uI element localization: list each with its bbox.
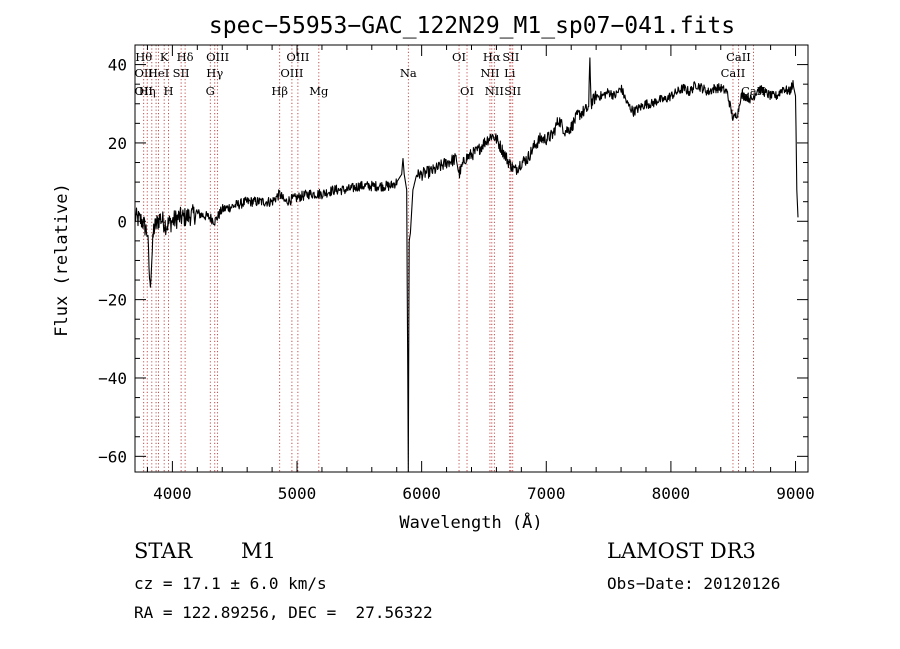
x-tick-label: 7000 [527,484,566,503]
line-marker-label: CaII [726,50,751,64]
line-marker-label: Hδ [177,50,194,64]
line-marker-label: K [160,50,169,64]
x-tick-label: 9000 [776,484,815,503]
object-subclass: M1 [241,539,276,563]
line-marker-label: OII [134,66,153,80]
object-class: STAR [134,539,193,563]
line-marker-label: HeI [148,66,169,80]
observation-date: Obs−Date: 20120126 [607,574,781,593]
y-axis-ticks: −60 −40 −20 0 20 40 [98,44,808,466]
line-marker-label: OIII [280,66,303,80]
line-markers: HθOIIOIIHηHeIKHSIIHδGHγOIIIHβOIIIOIIIMgN… [134,45,766,472]
line-marker-label: SII [502,50,519,64]
x-tick-label: 4000 [153,484,192,503]
x-axis-ticks: 4000 5000 6000 7000 8000 9000 [146,45,815,503]
line-marker-label: Na [400,66,417,80]
line-marker-label: SII [173,66,190,80]
x-tick-label: 5000 [278,484,317,503]
line-marker-label: Hθ [135,50,152,64]
y-tick-label: −60 [98,447,127,466]
plot-frame [134,44,809,473]
redshift-velocity: cz = 17.1 ± 6.0 km/s [134,574,327,593]
y-tick-label: 20 [108,134,127,153]
line-marker-label: NII [480,66,499,80]
line-marker-label: OI [452,50,466,64]
line-marker-label: NII [485,84,504,98]
line-marker-label: OII [134,84,153,98]
line-marker-label: Hα [483,50,501,64]
line-marker-label: Li [504,66,516,80]
line-marker-label: OI [460,84,474,98]
line-marker-label: OIII [286,50,309,64]
line-marker-label: Hγ [206,66,223,80]
line-marker-label: H [164,84,174,98]
line-marker-label: Hη [139,84,156,98]
x-tick-label: 8000 [652,484,691,503]
line-marker-label: CaII [721,66,746,80]
spectrum-line [134,57,799,473]
line-marker-label: G [206,84,215,98]
x-axis-label: Wavelength (Å) [399,511,542,533]
chart-title: spec−55953−GAC_122N29_M1_sp07−041.fits [209,13,735,39]
y-tick-label: 0 [117,212,127,231]
y-tick-label: 40 [108,56,127,75]
survey-name: LAMOST DR3 [607,539,756,563]
line-marker-label: Mg [309,84,329,98]
ra-dec-coordinates: RA = 122.89256, DEC = 27.56322 [134,603,433,622]
line-marker-label: Hβ [271,84,288,98]
y-axis-label: Flux (relative) [52,183,72,337]
y-tick-label: −20 [98,291,127,310]
line-marker-label: SII [504,84,521,98]
x-tick-label: 6000 [402,484,441,503]
line-marker-label: OIII [206,50,229,64]
y-tick-label: −40 [98,369,127,388]
